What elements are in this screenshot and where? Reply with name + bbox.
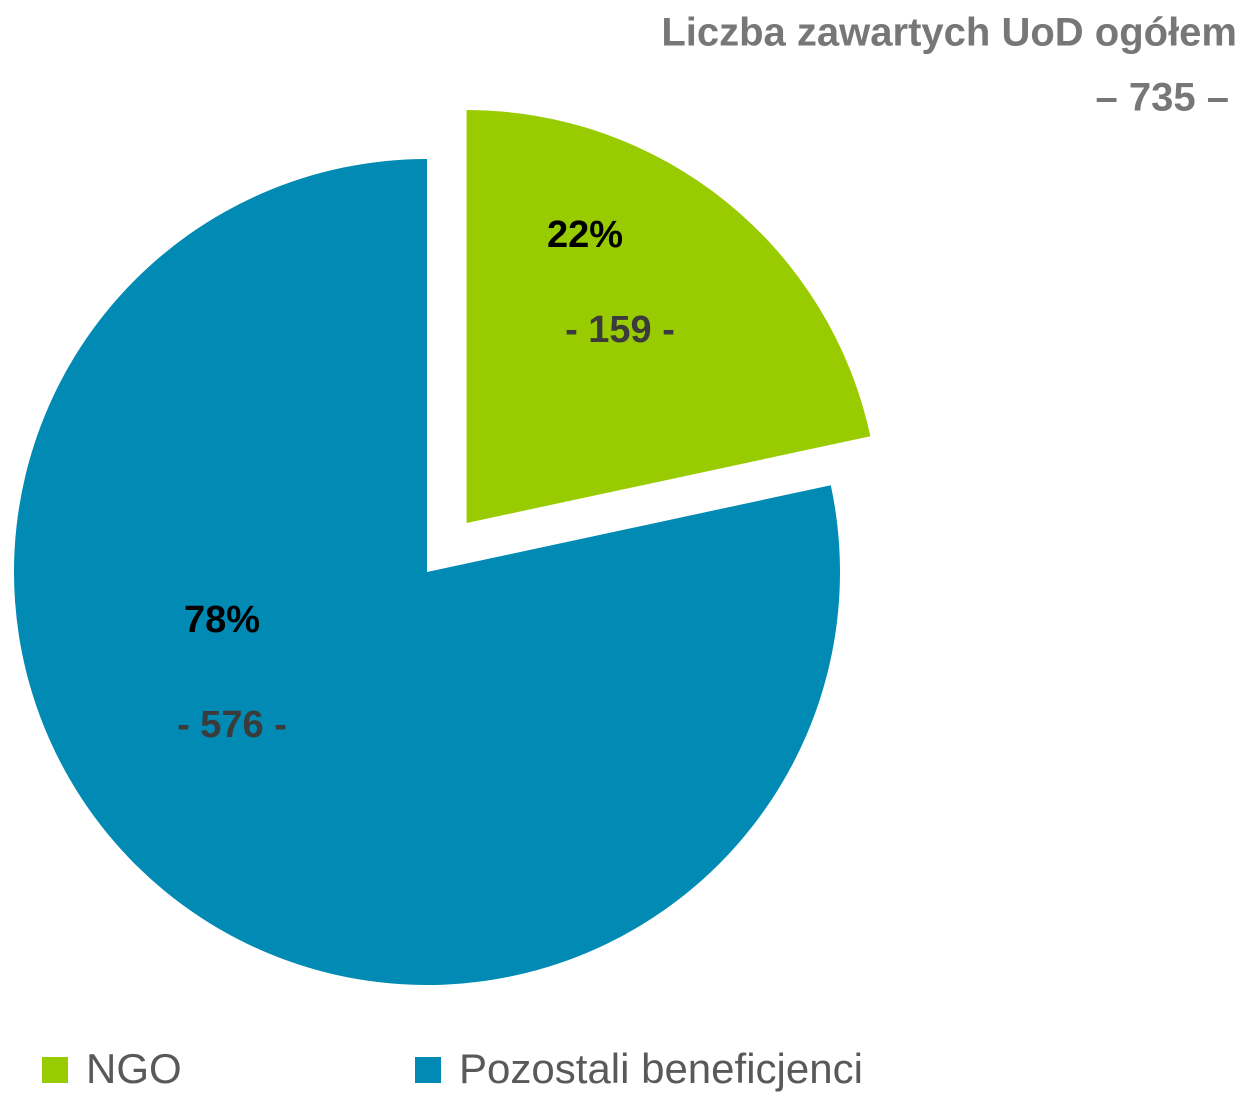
chart-title: Liczba zawartych UoD ogółem: [661, 11, 1237, 55]
value-label: - 576 -: [177, 704, 287, 746]
legend-label: NGO: [86, 1045, 182, 1092]
pie-slice: [466, 109, 871, 523]
value-label: - 159 -: [565, 309, 675, 351]
legend-swatch: [415, 1057, 441, 1083]
legend-swatch: [42, 1057, 68, 1083]
percent-label: 78%: [184, 599, 260, 641]
pie-slice: [14, 159, 841, 986]
chart-subtitle: – 735 –: [1096, 76, 1229, 120]
legend-label: Pozostali beneficjenci: [459, 1045, 863, 1092]
percent-label: 22%: [547, 214, 623, 256]
